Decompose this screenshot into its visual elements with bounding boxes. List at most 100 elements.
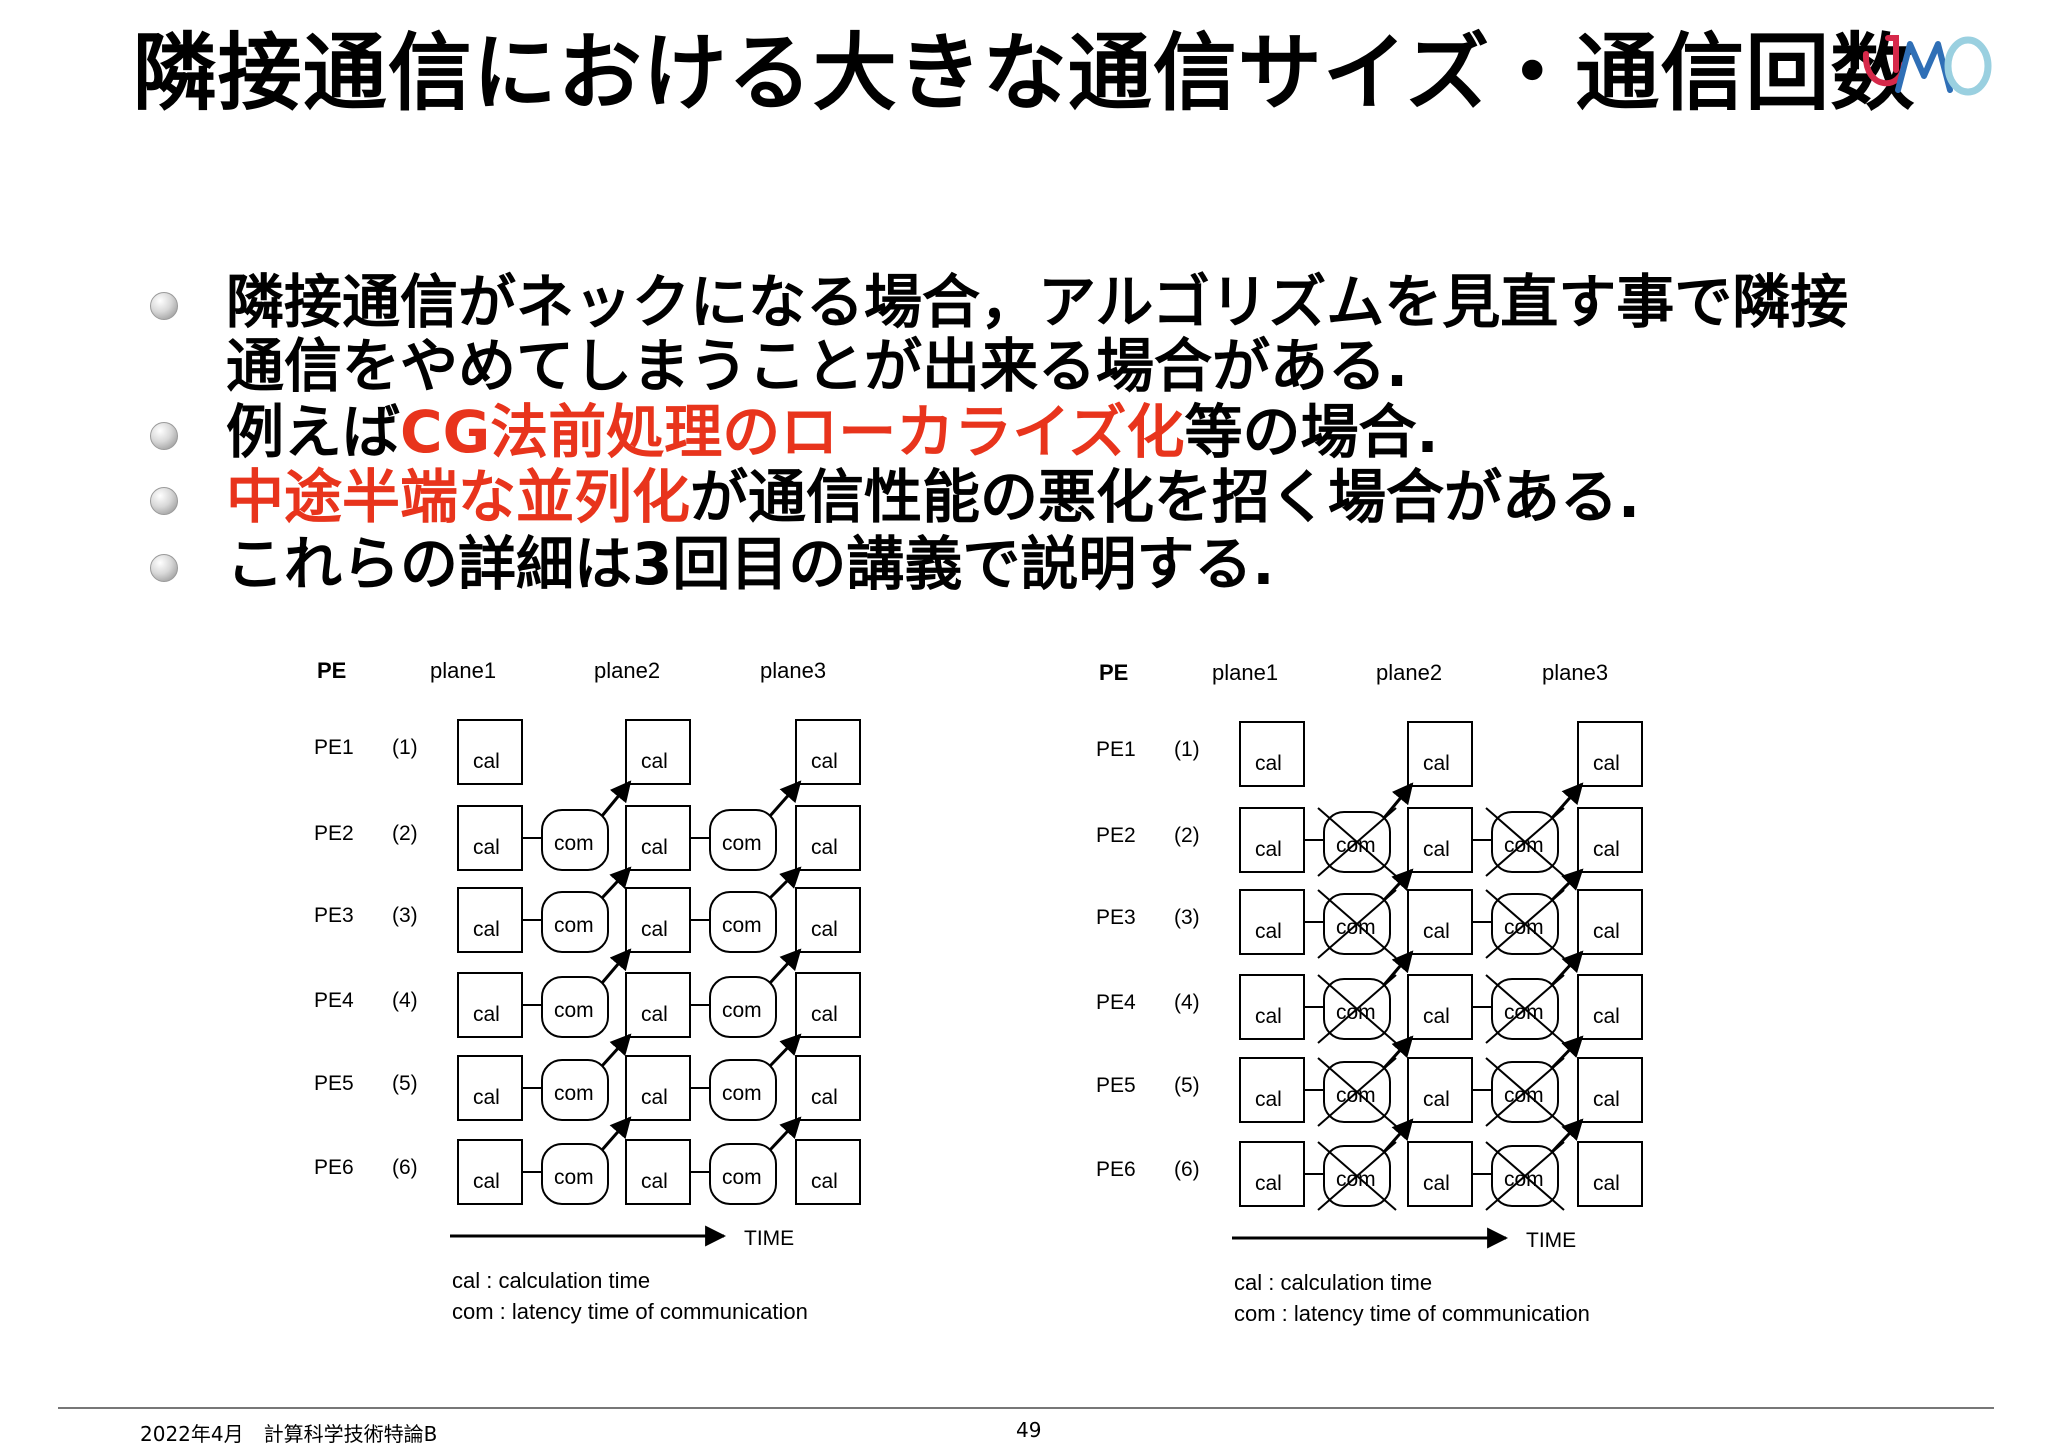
pe-label: PE4 bbox=[1096, 991, 1136, 1014]
com-label: com bbox=[722, 832, 762, 855]
pe-index: (6) bbox=[392, 1156, 418, 1179]
cal-box bbox=[1577, 721, 1643, 787]
bullet-item: 中途半端な並列化が通信性能の悪化を招く場合がある. bbox=[150, 465, 1950, 529]
cal-label: cal bbox=[641, 918, 668, 941]
cal-label: cal bbox=[1255, 752, 1282, 775]
bullet-icon bbox=[150, 292, 178, 320]
cal-box bbox=[625, 972, 691, 1038]
com-label: com bbox=[554, 1166, 594, 1189]
cal-box bbox=[1407, 889, 1473, 955]
time-label: TIME bbox=[744, 1227, 794, 1250]
pe-label: PE4 bbox=[314, 989, 354, 1012]
cal-label: cal bbox=[1593, 920, 1620, 943]
bullet-icon bbox=[150, 422, 178, 450]
cal-box bbox=[1239, 889, 1305, 955]
bullet-text: これらの詳細は3回目の講義で説明する. bbox=[226, 532, 1950, 596]
data-arrow bbox=[768, 866, 802, 900]
pe-label: PE1 bbox=[1096, 738, 1136, 761]
cal-label: cal bbox=[811, 1003, 838, 1026]
com-box bbox=[709, 1059, 777, 1121]
cal-box bbox=[1239, 721, 1305, 787]
plane-label: plane2 bbox=[1376, 660, 1442, 685]
cal-box bbox=[625, 1139, 691, 1205]
plane-label: plane2 bbox=[594, 658, 660, 683]
com-box bbox=[709, 891, 777, 953]
bullet-line: これらの詳細は3回目の講義で説明する. bbox=[226, 532, 1950, 596]
cal-label: cal bbox=[811, 1086, 838, 1109]
cross-line bbox=[1485, 1141, 1565, 1211]
footer-divider bbox=[58, 1407, 1994, 1409]
legend-cal: cal : calculation time bbox=[1234, 1270, 1432, 1295]
cal-box bbox=[457, 1139, 523, 1205]
bullet-segment: これらの詳細は3回目の講義で説明する. bbox=[226, 530, 1275, 598]
cross-line bbox=[1317, 889, 1397, 959]
footer-course: 2022年4月 計算科学技術特論B bbox=[140, 1422, 438, 1446]
com-box bbox=[709, 976, 777, 1038]
com-label: com bbox=[554, 832, 594, 855]
legend-cal: cal : calculation time bbox=[452, 1268, 650, 1293]
jamstec-logo-icon bbox=[1862, 35, 1992, 96]
pe-index: (1) bbox=[392, 736, 418, 759]
diagram-with-communication: PE plane1 plane2 plane3 PE1 (1) cal cal cal PE2 (2… bbox=[314, 658, 861, 1324]
cross-line bbox=[1485, 807, 1565, 877]
cal-label: cal bbox=[1423, 1088, 1450, 1111]
bullet-line: 通信をやめてしまうことが出来る場合がある. bbox=[226, 334, 1950, 398]
data-arrow bbox=[1382, 1035, 1414, 1070]
bullet-item: 例えばCG法前処理のローカライズ化等の場合. bbox=[150, 400, 1950, 464]
com-box bbox=[709, 1143, 777, 1205]
com-box bbox=[541, 1143, 609, 1205]
cal-label: cal bbox=[473, 1003, 500, 1026]
pe-label: PE6 bbox=[1096, 1158, 1136, 1181]
data-arrow bbox=[1550, 1118, 1584, 1154]
com-box bbox=[541, 1059, 609, 1121]
cal-box bbox=[457, 805, 523, 871]
bullet-segment: 通信をやめてしまうことが出来る場合がある. bbox=[226, 332, 1409, 400]
cal-box bbox=[1407, 1057, 1473, 1123]
time-label: TIME bbox=[1526, 1229, 1576, 1252]
cal-box bbox=[795, 719, 861, 785]
pe-label: PE2 bbox=[314, 822, 354, 845]
pe-index: (5) bbox=[392, 1072, 418, 1095]
data-arrow bbox=[1550, 950, 1584, 987]
cal-label: cal bbox=[473, 836, 500, 859]
bullet-text: 隣接通信がネックになる場合，アルゴリズムを見直す事で隣接 通信をやめてしまうことが… bbox=[226, 270, 1950, 398]
pe-index: (3) bbox=[1174, 906, 1200, 929]
cal-box bbox=[1407, 1141, 1473, 1207]
cal-label: cal bbox=[641, 1003, 668, 1026]
slide-title: 隣接通信における大きな通信サイズ・通信回数 bbox=[132, 24, 1916, 122]
com-label: com bbox=[722, 914, 762, 937]
bullet-text: 中途半端な並列化が通信性能の悪化を招く場合がある. bbox=[226, 465, 1950, 529]
cal-box bbox=[625, 1055, 691, 1121]
cal-box bbox=[1239, 1057, 1305, 1123]
cal-label: cal bbox=[1423, 1005, 1450, 1028]
cross-line bbox=[1485, 1057, 1565, 1127]
data-arrow bbox=[1382, 782, 1414, 819]
cross-line bbox=[1317, 1141, 1397, 1211]
cal-label: cal bbox=[473, 1170, 500, 1193]
cal-label: cal bbox=[1423, 920, 1450, 943]
pe-index: (1) bbox=[1174, 738, 1200, 761]
plane-label: plane3 bbox=[1542, 660, 1608, 685]
cal-label: cal bbox=[1423, 1172, 1450, 1195]
pe-index: (3) bbox=[392, 904, 418, 927]
data-arrow bbox=[1550, 782, 1584, 819]
data-arrow bbox=[1382, 1118, 1414, 1153]
cal-label: cal bbox=[811, 750, 838, 773]
cal-box bbox=[1239, 807, 1305, 873]
cal-label: cal bbox=[641, 1086, 668, 1109]
data-arrow bbox=[768, 948, 802, 985]
cal-box bbox=[1407, 721, 1473, 787]
cal-box bbox=[1577, 1141, 1643, 1207]
pe-label: PE5 bbox=[314, 1072, 354, 1095]
pe-label: PE3 bbox=[314, 904, 354, 927]
bullet-segment: CG法前処理のローカライズ化 bbox=[400, 398, 1185, 466]
plane-label: plane1 bbox=[430, 658, 496, 683]
bullet-segment: 等の場合. bbox=[1184, 398, 1439, 466]
data-arrow bbox=[1382, 868, 1414, 902]
bullet-icon bbox=[150, 554, 178, 582]
cal-box bbox=[795, 887, 861, 953]
pe-label: PE1 bbox=[314, 736, 354, 759]
bullet-line: 中途半端な並列化が通信性能の悪化を招く場合がある. bbox=[226, 465, 1950, 529]
com-box bbox=[541, 809, 609, 871]
bullet-line: 例えばCG法前処理のローカライズ化等の場合. bbox=[226, 400, 1950, 464]
